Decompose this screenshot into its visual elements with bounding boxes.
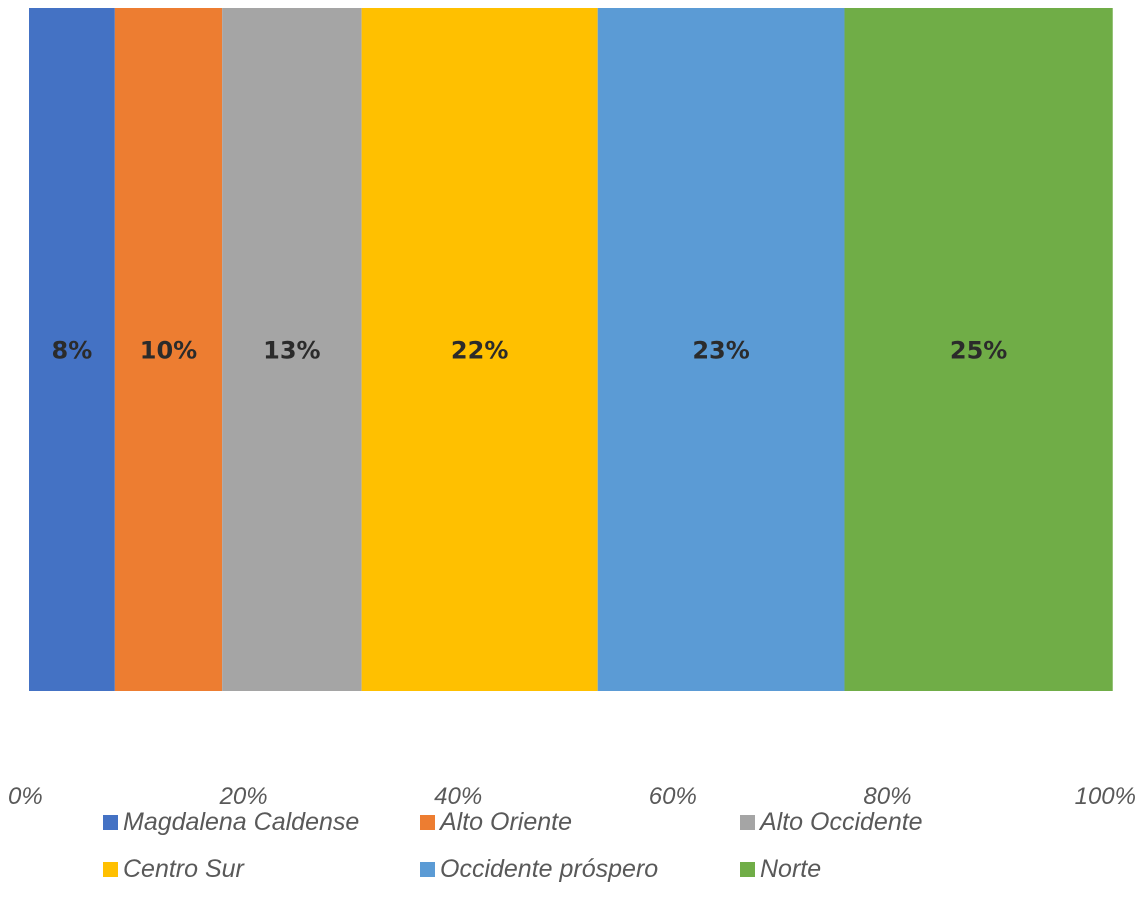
data-label: 10% bbox=[140, 337, 197, 365]
legend-swatch bbox=[103, 862, 118, 877]
legend-swatch bbox=[740, 862, 755, 877]
bar-segments bbox=[29, 8, 1113, 691]
legend-swatch bbox=[420, 862, 435, 877]
legend-label: Alto Occidente bbox=[760, 808, 923, 836]
legend-item: Occidente próspero bbox=[420, 855, 658, 884]
bar-segment bbox=[361, 8, 598, 691]
legend-label: Alto Oriente bbox=[440, 808, 573, 836]
legend-item: Norte bbox=[740, 855, 821, 884]
bar-segment bbox=[222, 8, 362, 691]
legend-swatch bbox=[740, 815, 755, 830]
legend-item: Centro Sur bbox=[103, 855, 244, 884]
data-label: 22% bbox=[451, 337, 508, 365]
legend-label: Centro Sur bbox=[123, 855, 244, 883]
legend-swatch bbox=[103, 815, 118, 830]
data-label: 13% bbox=[263, 337, 320, 365]
x-tick-label: 0% bbox=[8, 783, 43, 810]
bar-segment bbox=[114, 8, 223, 691]
x-axis-ticks: 0% 20% 40% 60% 80% 100% bbox=[8, 783, 1136, 810]
data-labels: 8% 10% 13% 22% 23% 25% bbox=[52, 337, 1008, 365]
legend-label: Magdalena Caldense bbox=[123, 808, 360, 836]
legend-item: Magdalena Caldense bbox=[103, 808, 359, 837]
legend-label: Occidente próspero bbox=[440, 855, 659, 883]
x-tick-label: 60% bbox=[649, 783, 697, 810]
bar-segment bbox=[844, 8, 1113, 691]
data-label: 23% bbox=[692, 337, 749, 365]
x-tick-label: 20% bbox=[219, 783, 268, 810]
x-tick-label: 100% bbox=[1075, 783, 1136, 810]
bar-segment bbox=[29, 8, 115, 691]
legend-swatch bbox=[420, 815, 435, 830]
x-tick-label: 40% bbox=[434, 783, 482, 810]
data-label: 25% bbox=[950, 337, 1007, 365]
x-tick-label: 80% bbox=[863, 783, 911, 810]
bar-segment bbox=[597, 8, 845, 691]
legend-item: Alto Oriente bbox=[420, 808, 572, 837]
legend-label: Norte bbox=[760, 855, 822, 883]
legend-item: Alto Occidente bbox=[740, 808, 923, 837]
data-label: 8% bbox=[52, 337, 93, 365]
